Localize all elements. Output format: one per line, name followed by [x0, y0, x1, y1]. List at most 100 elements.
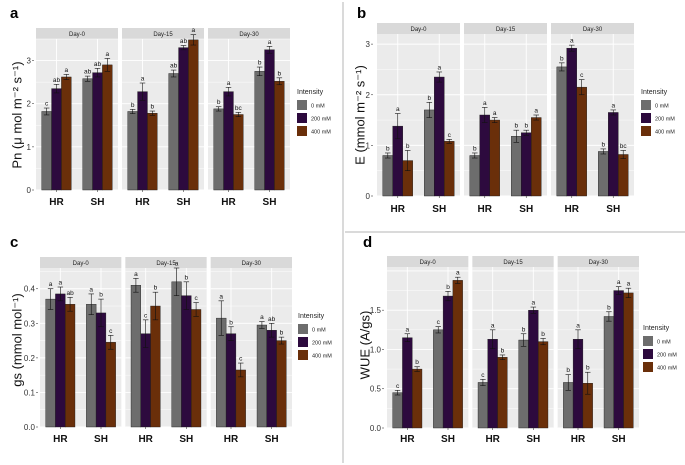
- x-category-label: HR: [565, 204, 580, 215]
- legend-title: Intensity: [297, 89, 324, 96]
- x-category-label: SH: [606, 204, 620, 215]
- facet-strip: [208, 28, 290, 39]
- x-category-label: SH: [179, 434, 193, 445]
- significance-letter: a: [576, 322, 580, 329]
- bar: [82, 78, 93, 191]
- y-tick-label: 0.0: [24, 423, 36, 432]
- facet-strip: [122, 28, 204, 39]
- bar: [528, 309, 539, 429]
- significance-letter: ab: [180, 38, 188, 45]
- significance-letter: a: [268, 39, 272, 46]
- bar: [45, 298, 56, 428]
- legend-entry: 0 mM: [657, 340, 671, 346]
- y-tick-label: 2: [366, 91, 371, 100]
- bar: [95, 312, 107, 428]
- facet-strip: [464, 23, 547, 34]
- bar: [55, 293, 66, 428]
- facet-strip-label: Day-15: [496, 27, 516, 33]
- bar: [61, 76, 72, 191]
- significance-letter: a: [219, 293, 223, 300]
- bar: [137, 91, 148, 191]
- significance-letter: c: [448, 132, 452, 139]
- bar: [235, 369, 246, 428]
- significance-letter: b: [280, 330, 284, 337]
- panel-letter: d: [363, 234, 372, 251]
- facet-strip-label: Day-15: [153, 32, 173, 38]
- significance-letter: a: [532, 300, 536, 307]
- facet-strip-label: Day-30: [242, 261, 262, 267]
- significance-letter: a: [534, 108, 538, 115]
- y-axis-title: gs (mmol mol⁻¹): [10, 293, 25, 387]
- significance-letter: bc: [235, 105, 243, 112]
- y-tick-label: 0: [366, 192, 371, 201]
- facet-strip-label: Day-30: [583, 27, 603, 33]
- legend-entry: 0 mM: [311, 104, 325, 110]
- significance-letter: c: [239, 356, 243, 363]
- legend-swatch: [641, 113, 651, 123]
- bar: [105, 342, 116, 428]
- facet-strip: [40, 257, 122, 268]
- y-tick-label: 0.3: [24, 319, 36, 328]
- bar: [566, 47, 577, 197]
- x-category-label: SH: [526, 434, 540, 445]
- bar: [382, 155, 393, 197]
- bar: [477, 382, 488, 429]
- panel-letter: a: [10, 5, 19, 22]
- bar: [442, 295, 454, 429]
- facet-day-30: Day-30 HR b a c SH b a bc: [551, 23, 634, 215]
- bar: [181, 295, 192, 428]
- bar: [92, 72, 103, 191]
- significance-letter: b: [415, 359, 419, 366]
- panel-b: bE (mmol m⁻² s⁻¹)0123Day-0HRbabSHbacDay-…: [353, 5, 676, 215]
- facet-strip-label: Day-15: [503, 260, 523, 266]
- significance-letter: c: [144, 312, 148, 319]
- bar: [424, 109, 435, 197]
- y-tick-label: 0.2: [24, 354, 36, 363]
- significance-letter: b: [386, 145, 390, 152]
- bar: [469, 155, 480, 197]
- y-tick-label: 3: [27, 57, 32, 66]
- significance-letter: a: [456, 270, 460, 277]
- significance-letter: a: [570, 38, 574, 45]
- y-tick-label: 0.0: [370, 424, 382, 433]
- bar: [266, 330, 277, 428]
- x-category-label: SH: [265, 434, 279, 445]
- significance-letter: b: [217, 99, 221, 106]
- significance-letter: b: [446, 284, 450, 291]
- significance-letter: b: [99, 292, 103, 299]
- bar: [178, 47, 189, 191]
- panels-layer: aPn (μ mol m⁻² s⁻¹)0123Day-0HRcabaSHabab…: [10, 5, 678, 445]
- facet-strip: [36, 28, 118, 39]
- significance-letter: a: [617, 279, 621, 286]
- legend-swatch: [297, 113, 307, 123]
- legend-swatch: [641, 126, 651, 136]
- panel-letter: b: [357, 5, 366, 22]
- legend: Intensity 0 mM 200 mM 400 mM: [298, 313, 332, 360]
- x-category-label: SH: [263, 197, 277, 208]
- significance-letter: a: [627, 281, 631, 288]
- bar: [402, 337, 413, 429]
- facet-strip: [210, 257, 292, 268]
- bar: [572, 339, 584, 429]
- facet-strip: [377, 23, 460, 34]
- bar: [51, 88, 62, 191]
- significance-letter: b: [566, 367, 570, 374]
- x-category-label: HR: [135, 197, 150, 208]
- legend-swatch: [298, 324, 308, 334]
- bar: [433, 329, 444, 429]
- significance-letter: b: [151, 104, 155, 111]
- bar: [531, 117, 542, 197]
- facet-strip-label: Day-0: [73, 261, 90, 267]
- significance-letter: a: [406, 326, 410, 333]
- significance-letter: c: [437, 319, 441, 326]
- significance-letter: b: [131, 102, 135, 109]
- bar: [102, 64, 113, 191]
- legend-swatch: [641, 100, 651, 110]
- significance-letter: b: [601, 141, 605, 148]
- significance-letter: a: [89, 286, 93, 293]
- significance-letter: b: [522, 326, 526, 333]
- bar: [444, 141, 455, 197]
